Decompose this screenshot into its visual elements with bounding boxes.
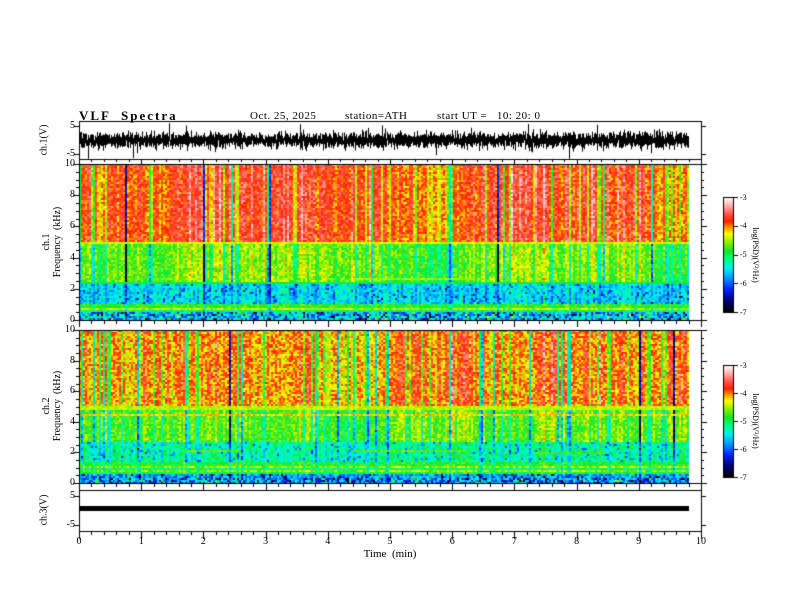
axis-title-ch3-volts: ch.3(V)	[38, 494, 50, 526]
x-tick-label: 5	[387, 536, 393, 547]
volt-tick-label: 5	[70, 120, 75, 132]
axis-title-frequency-khz-2: Frequency (kHz)	[52, 370, 63, 442]
colorbar-tick-label: -4	[740, 221, 747, 231]
x-tick-label: 1	[138, 536, 144, 547]
freq-tick-label: 6	[70, 385, 75, 397]
x-tick-label: 10	[696, 536, 706, 547]
date-label: Oct. 25, 2025	[250, 110, 317, 122]
freq-tick-label: 8	[70, 354, 75, 366]
colorbar-tick-label: -5	[740, 250, 747, 259]
colorbar-tick-label: -6	[740, 444, 747, 454]
axis-title-ch1-frequency: ch.1 Frequency (kHz)	[41, 207, 63, 278]
volt-tick-label: 5	[70, 490, 75, 501]
freq-tick-label: 10	[65, 158, 75, 169]
x-tick-label: 7	[511, 536, 517, 547]
freq-tick-label: 0	[70, 314, 75, 325]
colorbar-tick-label: -7	[740, 307, 747, 317]
freq-tick-label: 0	[70, 477, 75, 488]
freq-tick-label: 4	[70, 415, 75, 427]
volt-tick-label: -5	[66, 519, 75, 530]
colorbar-tick-label: -5	[740, 416, 747, 426]
axis-title-time: Time (min)	[363, 548, 417, 560]
x-tick-label: 9	[636, 536, 642, 547]
colorbar-axis-title: log(PSD)(V²/Hz)	[751, 226, 760, 283]
colorbar-tick-label: -6	[740, 278, 747, 288]
colorbar-tick-label: -3	[740, 192, 747, 202]
axis-title-frequency-khz-1: Frequency (kHz)	[52, 206, 63, 278]
x-tick-label: 6	[449, 536, 455, 547]
axis-title-ch2-frequency: ch.2 Frequency (kHz)	[41, 371, 63, 442]
colorbar-tick-label: -3	[740, 360, 747, 370]
colorbar-tick-label: -4	[740, 388, 747, 398]
x-tick-label: 4	[325, 536, 331, 547]
x-tick-label: 2	[200, 536, 206, 547]
freq-tick-label: 8	[70, 189, 75, 201]
freq-tick-label: 6	[70, 220, 75, 232]
station-label: station=ATH	[345, 110, 408, 122]
axis-title-ch1: ch.1	[41, 233, 52, 251]
colorbar-tick-label: -7	[740, 472, 747, 482]
x-tick-label: 3	[263, 536, 269, 547]
freq-tick-label: 10	[65, 324, 75, 335]
volt-tick-label: -5	[66, 148, 75, 160]
start-ut-label: start UT = 10: 20: 0	[437, 110, 541, 122]
axis-title-ch1-volts: ch.1(V)	[38, 124, 50, 156]
x-tick-label: 8	[574, 536, 580, 547]
freq-tick-label: 4	[70, 251, 75, 263]
page-title: VLF Spectra	[79, 108, 178, 123]
freq-tick-label: 2	[70, 282, 75, 294]
colorbar-axis-title: log(PSD)(V²/Hz)	[751, 393, 760, 449]
freq-tick-label: 2	[70, 446, 75, 458]
x-tick-label: 0	[76, 536, 82, 547]
axis-title-ch2: ch.2	[41, 397, 52, 415]
